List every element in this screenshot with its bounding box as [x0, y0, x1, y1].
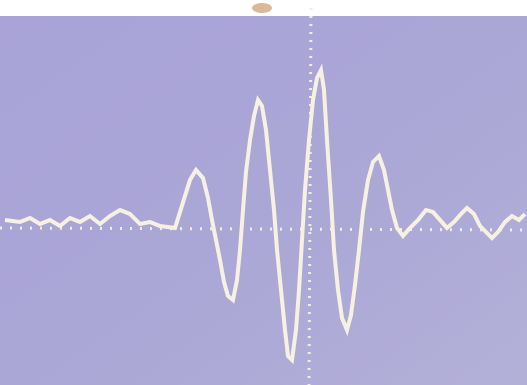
glare [252, 3, 272, 13]
page [0, 0, 527, 385]
screen [0, 16, 527, 385]
oscilloscope-photo [0, 0, 527, 385]
